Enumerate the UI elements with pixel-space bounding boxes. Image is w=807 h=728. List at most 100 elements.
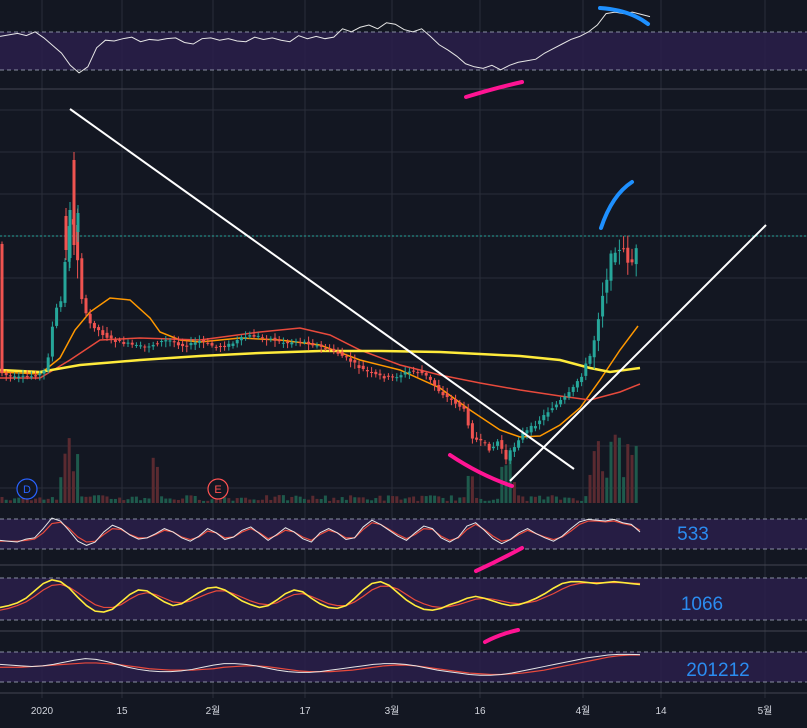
candle-body [319,344,323,347]
candle-body [55,307,59,326]
volume-bar [252,499,256,503]
volume-bar [227,498,231,503]
candle-body [239,337,243,341]
candle-body [483,442,487,444]
candle-body [176,342,180,346]
candle-body [470,423,474,439]
volume-bar [399,499,403,503]
candle-body [403,372,407,375]
volume-bar [181,498,185,503]
volume-bar [231,500,235,503]
candle-body [13,376,17,378]
candle-body [382,376,386,379]
candle-body [353,360,357,363]
candle-body [454,399,458,404]
event-marker-circle [207,478,229,500]
volume-bar [428,495,432,503]
volume-bar [424,496,428,503]
volume-bar [487,500,491,503]
trendline-0 [69,108,575,470]
volume-bar [155,466,159,503]
candle-body [529,425,533,433]
volume-bar [193,496,197,503]
candle-body [357,365,361,369]
candle-body [328,348,332,350]
volume-bar [4,499,8,503]
trendline-1 [509,224,767,482]
pink-highlight-3 [483,628,520,644]
volume-bar [580,500,584,503]
volume-bar [298,496,302,503]
volume-bar [202,500,206,503]
candle-body [550,408,554,411]
candle-body [378,373,382,376]
candle-body [412,370,416,372]
volume-bar [546,496,550,503]
candle-body [349,358,353,362]
candle-body [25,375,29,377]
volume-bar [382,500,386,503]
volume-bar [357,497,361,503]
volume-bar [13,498,17,503]
candle-body [584,363,588,376]
drawings[interactable] [69,6,767,644]
volume-bar [361,497,365,503]
volume-bar [101,495,105,503]
osc0-line [0,11,651,74]
candle-body [72,160,76,245]
candle-body [580,376,584,383]
volume-bar [437,496,441,503]
panel-labels: 533 1066 201212 [677,524,750,681]
candle-body [76,224,80,261]
candle-body [554,404,558,408]
candle-body [575,381,579,388]
candle-body [223,345,227,348]
volume-bar [617,437,621,503]
x-tick-label: 2월 [206,705,221,717]
pink-highlight-1 [448,453,514,488]
osc1-line [0,517,641,546]
volume-bar [529,496,533,503]
candle-body [634,248,638,265]
volume-bar [42,499,46,503]
candle-body [609,253,613,281]
volume-bar [420,495,424,503]
candle-body [508,450,512,461]
volume-bar [311,495,315,503]
volume-bar [332,497,336,503]
volume-bar [307,499,311,503]
candle-body [260,337,264,339]
event-marker-d[interactable]: D [16,478,38,500]
candle-body [546,412,550,417]
event-marker-letter: D [23,484,31,496]
candle-body [248,335,252,337]
candle-body [601,295,605,317]
volume-bar [575,500,579,503]
volume-bar [403,498,407,503]
candle-body [231,343,235,346]
volume-bar [244,497,248,503]
event-marker-e[interactable]: E [207,478,229,500]
volume-bar [139,500,143,503]
volume-bar [223,497,227,503]
volume-bar [34,498,38,503]
candle-body [344,356,348,358]
candle-body [399,375,403,378]
candle-body [517,440,521,448]
candle-body [307,341,311,345]
volume-bar [479,498,483,503]
x-tick-label: 14 [655,706,667,717]
candle-body [374,371,378,375]
volume-bar [315,498,319,503]
pink-highlight-2 [474,546,524,573]
volume-bar [55,499,59,503]
candle-body [227,343,231,347]
candle-body [42,370,46,374]
volume-bar [218,499,222,503]
candle-body [147,346,151,348]
volume-bar [470,476,474,503]
volume-bar [601,471,605,503]
volume-bar [269,499,273,503]
candle-body [160,341,164,343]
